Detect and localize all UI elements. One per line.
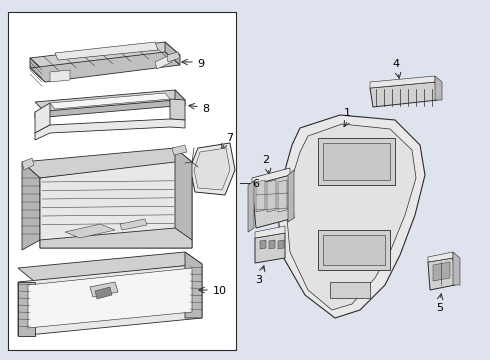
Polygon shape — [65, 224, 115, 238]
Polygon shape — [435, 76, 442, 100]
Polygon shape — [269, 240, 275, 249]
Polygon shape — [167, 52, 180, 62]
Polygon shape — [18, 282, 35, 336]
Polygon shape — [288, 170, 294, 222]
Polygon shape — [185, 252, 202, 318]
Polygon shape — [155, 55, 172, 69]
Polygon shape — [165, 42, 180, 65]
Polygon shape — [278, 240, 284, 249]
Polygon shape — [330, 282, 370, 298]
Polygon shape — [175, 90, 185, 106]
Polygon shape — [40, 228, 192, 248]
Text: 10: 10 — [213, 286, 227, 296]
Polygon shape — [278, 115, 425, 318]
Polygon shape — [35, 119, 185, 140]
Polygon shape — [278, 180, 287, 212]
Text: 4: 4 — [392, 59, 399, 69]
Bar — [8, 12, 236, 350]
Polygon shape — [323, 143, 390, 180]
Polygon shape — [30, 58, 45, 82]
Polygon shape — [433, 262, 450, 281]
Polygon shape — [453, 252, 460, 285]
Polygon shape — [190, 143, 235, 195]
Polygon shape — [248, 181, 254, 232]
Polygon shape — [35, 100, 175, 118]
Polygon shape — [40, 162, 192, 248]
Text: 3: 3 — [255, 275, 262, 285]
Text: 5: 5 — [436, 303, 443, 313]
Polygon shape — [175, 148, 192, 248]
Polygon shape — [323, 235, 385, 265]
Polygon shape — [255, 226, 285, 238]
Polygon shape — [318, 230, 390, 270]
Polygon shape — [30, 42, 180, 72]
Polygon shape — [90, 282, 118, 297]
Polygon shape — [22, 158, 34, 170]
Text: 1: 1 — [344, 108, 351, 118]
Polygon shape — [370, 82, 438, 107]
Polygon shape — [95, 287, 112, 299]
Polygon shape — [256, 180, 265, 212]
Text: 6: 6 — [252, 179, 259, 189]
Polygon shape — [55, 42, 158, 60]
Polygon shape — [18, 252, 202, 282]
Polygon shape — [252, 168, 290, 185]
Polygon shape — [50, 93, 170, 109]
Polygon shape — [30, 52, 180, 82]
Text: 7: 7 — [226, 133, 233, 143]
Polygon shape — [120, 219, 147, 230]
Text: 8: 8 — [202, 104, 209, 114]
Polygon shape — [35, 90, 185, 112]
Polygon shape — [370, 76, 435, 88]
Text: 2: 2 — [262, 155, 269, 165]
Polygon shape — [318, 138, 395, 185]
Polygon shape — [255, 233, 285, 263]
Polygon shape — [287, 124, 416, 310]
Polygon shape — [35, 103, 50, 133]
Polygon shape — [194, 148, 230, 190]
Polygon shape — [428, 252, 453, 262]
Polygon shape — [18, 264, 202, 336]
Polygon shape — [252, 175, 294, 228]
Polygon shape — [260, 240, 266, 249]
Text: 9: 9 — [197, 59, 204, 69]
Polygon shape — [428, 258, 455, 290]
Polygon shape — [170, 99, 185, 120]
Polygon shape — [50, 70, 70, 82]
Polygon shape — [267, 180, 276, 212]
Polygon shape — [22, 162, 40, 250]
Polygon shape — [28, 268, 192, 328]
Polygon shape — [22, 148, 192, 178]
Polygon shape — [172, 145, 187, 155]
